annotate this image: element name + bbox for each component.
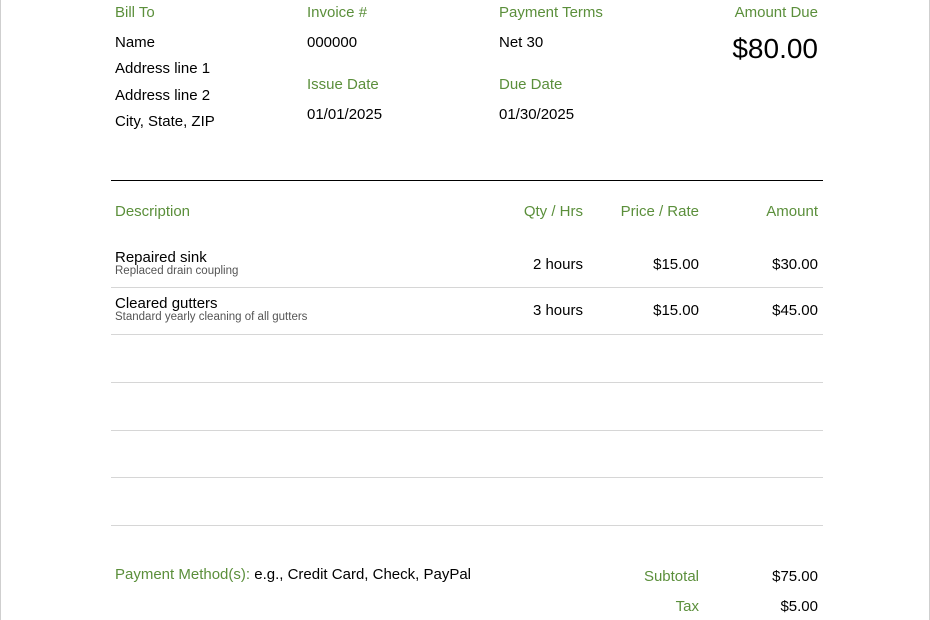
header-divider [111,180,823,181]
bill-to-address-2: Address line 2 [115,87,211,104]
tax-value: $5.00 [780,598,818,615]
payment-methods-label: Payment Method(s): [115,566,251,583]
row-detail: Replaced drain coupling [115,265,239,277]
bill-to-city: City, State, ZIP [115,113,215,130]
row-amount: $30.00 [772,256,818,273]
row-divider [111,334,823,335]
row-price: $15.00 [653,256,699,273]
row-divider [111,525,823,526]
issue-date-label: Issue Date [307,76,379,93]
payment-terms-value: Net 30 [499,34,544,51]
row-divider [111,382,823,383]
row-divider [111,477,823,478]
tax-label: Tax [675,598,699,615]
invoice-number-label: Invoice # [307,4,368,21]
row-divider [111,287,823,288]
payment-methods: Payment Method(s): e.g., Credit Card, Ch… [115,566,471,583]
row-qty: 2 hours [532,256,583,273]
col-amount: Amount [766,203,818,220]
subtotal-value: $75.00 [772,568,818,585]
subtotal-label: Subtotal [643,568,699,585]
payment-methods-value: e.g., Credit Card, Check, PayPal [254,566,471,583]
row-price: $15.00 [653,302,699,319]
row-detail: Standard yearly cleaning of all gutters [115,311,308,323]
row-divider [111,430,823,431]
due-date-label: Due Date [499,76,563,93]
bill-to-address-1: Address line 1 [115,60,211,77]
row-amount: $45.00 [772,302,818,319]
due-date-value: 01/30/2025 [499,106,575,123]
invoice-number-value: 000000 [307,34,358,51]
amount-due-value: $80.00 [732,33,818,64]
issue-date-value: 01/01/2025 [307,106,383,123]
bill-to-label: Bill To [115,4,155,21]
payment-terms-label: Payment Terms [499,4,603,21]
col-qty: Qty / Hrs [523,203,583,220]
amount-due-label: Amount Due [734,4,818,21]
row-description: Repaired sink [115,249,207,266]
bill-to-name: Name [115,34,156,51]
col-price: Price / Rate [620,203,699,220]
col-description: Description [115,203,191,220]
row-description: Cleared gutters [115,295,218,312]
row-qty: 3 hours [532,302,583,319]
